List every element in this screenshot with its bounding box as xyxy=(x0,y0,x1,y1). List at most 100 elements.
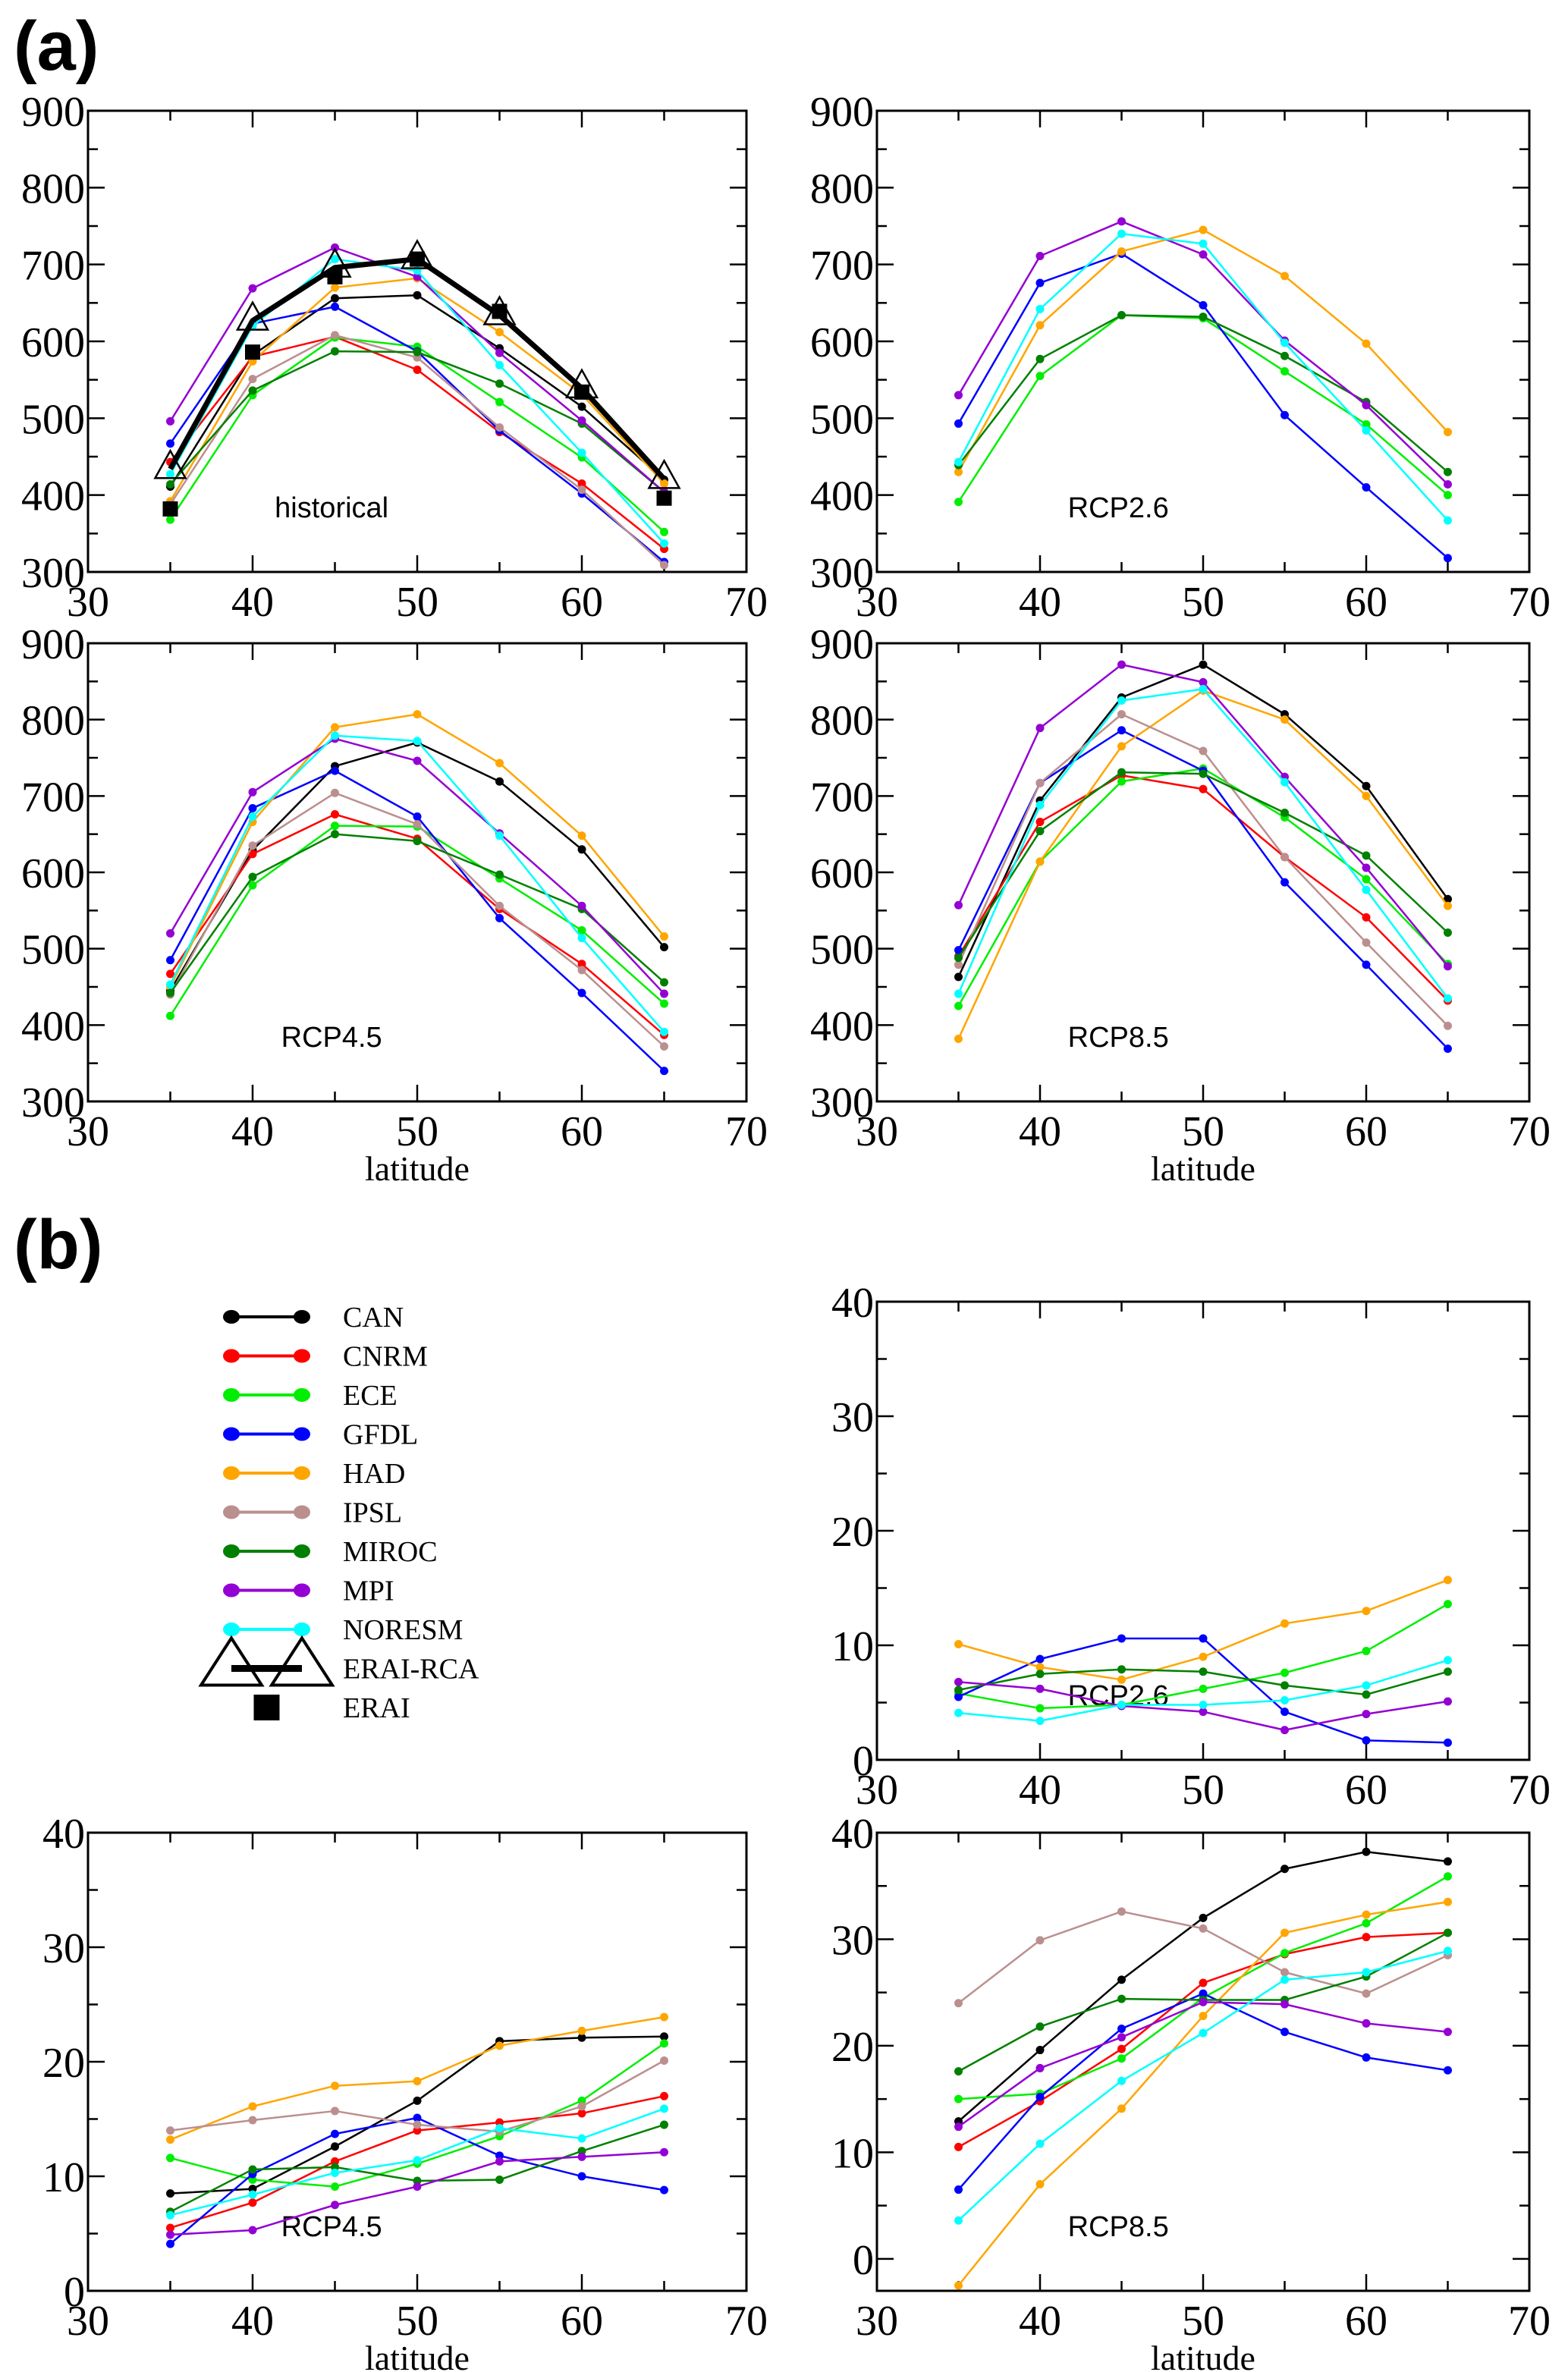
legend-label: ERAI xyxy=(343,1692,410,1724)
series-point-mpi xyxy=(495,2157,504,2166)
series-point-gfdl xyxy=(166,439,174,448)
series-point-mpi xyxy=(1362,1710,1371,1719)
legend-label: NORESM xyxy=(343,1614,463,1646)
legend: CAN CNRM ECE GFDL HAD IPSL MIROC MPI NORESM ERAI-… xyxy=(198,1302,479,1724)
legend-item-noresm: NORESM xyxy=(223,1614,463,1646)
legend-swatch-marker xyxy=(294,1466,310,1480)
series-point-ece xyxy=(1035,1704,1045,1713)
legend-swatch-marker xyxy=(223,1544,240,1558)
y-tick-label: 900 xyxy=(810,621,874,668)
series-point-gfdl xyxy=(1444,554,1452,563)
panel-label-b: (b) xyxy=(14,1206,102,1283)
series-point-can xyxy=(1035,2046,1045,2055)
series-line-gfdl xyxy=(957,1992,1448,2191)
series-point-miroc xyxy=(331,830,339,839)
series-point-ece xyxy=(660,999,668,1008)
series-point-miroc xyxy=(1117,1994,1126,2003)
series-point-mpi xyxy=(495,348,504,357)
legend-square-icon xyxy=(253,1695,280,1720)
legend-label: GFDL xyxy=(343,1419,418,1451)
series-group xyxy=(954,660,1452,1054)
series-point-gfdl xyxy=(1280,1708,1289,1717)
series-point-cnrm xyxy=(577,479,586,488)
series-group xyxy=(954,1847,1452,2290)
series-point-can xyxy=(413,2096,422,2105)
y-tick-label: 0 xyxy=(64,2269,85,2316)
series-point-mpi xyxy=(1444,2028,1452,2037)
series-point-gfdl xyxy=(1199,1634,1208,1643)
series-point-noresm xyxy=(1362,1681,1371,1690)
series-point-miroc xyxy=(166,988,174,997)
series-point-had xyxy=(495,2041,504,2050)
series-point-ece xyxy=(248,881,257,890)
legend-triangle-icon xyxy=(198,1635,265,1687)
series-point-mpi xyxy=(1444,479,1452,489)
series-line-mpi xyxy=(957,663,1449,967)
series-point-miroc xyxy=(1362,1690,1371,1699)
series-point-had xyxy=(1444,901,1452,910)
x-tick-label: 50 xyxy=(1182,1108,1224,1155)
legend-swatch-marker xyxy=(294,1505,310,1519)
x-tick-label: 60 xyxy=(561,1108,603,1155)
series-point-mpi xyxy=(1199,1997,1208,2006)
series-point-miroc xyxy=(1280,808,1289,817)
y-tick-label: 800 xyxy=(810,698,874,745)
series-point-noresm xyxy=(166,980,174,989)
series-point-ece xyxy=(954,1001,963,1010)
series-point-noresm xyxy=(954,2216,963,2225)
series-point-noresm xyxy=(413,2156,422,2165)
x-tick-label: 40 xyxy=(231,1108,274,1155)
series-point-had xyxy=(1362,1607,1371,1616)
series-group xyxy=(166,2012,668,2248)
series-point-mpi xyxy=(1280,1726,1289,1735)
scenario-label: RCP8.5 xyxy=(1068,1022,1169,1054)
y-tick-label: 800 xyxy=(810,165,874,212)
series-point-had xyxy=(413,2077,422,2086)
series-point-ipsl xyxy=(495,423,504,432)
series-point-can xyxy=(413,291,422,300)
y-tick-label: 400 xyxy=(810,1003,874,1050)
y-tick-label: 30 xyxy=(42,1925,85,1972)
series-point-ece xyxy=(1280,1949,1289,1958)
legend-item-gfdl: GFDL xyxy=(223,1419,418,1451)
x-axis-title: latitude xyxy=(1151,2339,1255,2372)
series-line-gfdl xyxy=(957,729,1449,1050)
series-point-miroc xyxy=(954,2067,963,2076)
scenario-label: RCP2.6 xyxy=(1068,492,1169,524)
series-point-noresm xyxy=(1280,338,1289,347)
series-point-had xyxy=(331,723,339,732)
series-point-gfdl xyxy=(1035,2092,1045,2101)
x-tick-label: 60 xyxy=(1345,1767,1387,1814)
series-point-can xyxy=(1117,1975,1126,1984)
legend-swatch-marker xyxy=(294,1623,310,1636)
series-erai-marker xyxy=(574,384,589,400)
x-axis-title: latitude xyxy=(365,1149,470,1188)
series-point-can xyxy=(577,2033,586,2042)
y-tick-label: 0 xyxy=(853,1738,874,1785)
series-point-cnrm xyxy=(1035,818,1045,827)
y-tick-label: 20 xyxy=(831,1509,874,1556)
series-point-noresm xyxy=(577,448,586,457)
series-point-gfdl xyxy=(1280,878,1289,887)
y-tick-label: 30 xyxy=(831,1394,874,1441)
series-point-ece xyxy=(1444,1872,1452,1881)
series-point-ipsl xyxy=(413,2120,422,2129)
x-tick-label: 50 xyxy=(1182,579,1224,626)
series-point-noresm xyxy=(1444,1656,1452,1665)
series-erai-marker xyxy=(656,490,672,506)
legend-label: ERAI-RCA xyxy=(343,1654,479,1686)
series-point-had xyxy=(954,1639,963,1648)
panel-a-rcp85: 30 40 50 60 70 300 400 500 600 700 800 900 RCP8.5 lat… xyxy=(810,621,1551,1188)
series-point-noresm xyxy=(1362,1968,1371,1977)
series-point-ece xyxy=(1280,367,1289,376)
series-point-gfdl xyxy=(1280,2028,1289,2037)
series-point-can xyxy=(1199,1913,1208,1922)
series-point-gfdl xyxy=(166,956,174,965)
x-tick-label: 50 xyxy=(396,2298,438,2345)
legend-label: IPSL xyxy=(343,1497,402,1529)
series-point-mpi xyxy=(413,272,422,281)
series-point-had xyxy=(331,2081,339,2091)
series-line-noresm xyxy=(169,734,665,1033)
series-point-had xyxy=(660,479,668,488)
